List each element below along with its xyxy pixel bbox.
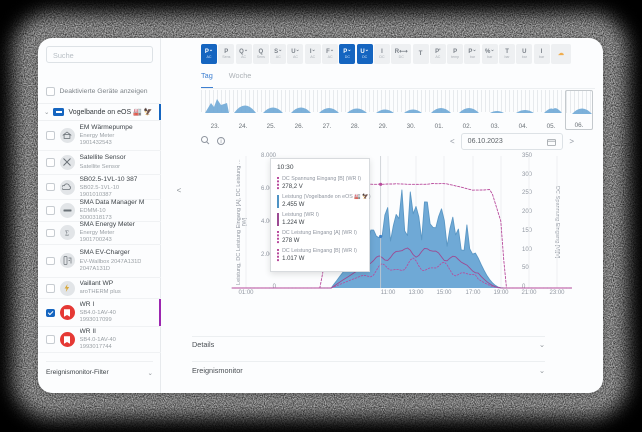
svg-text:i: i bbox=[220, 139, 221, 145]
svg-text:Σ: Σ bbox=[65, 229, 69, 237]
